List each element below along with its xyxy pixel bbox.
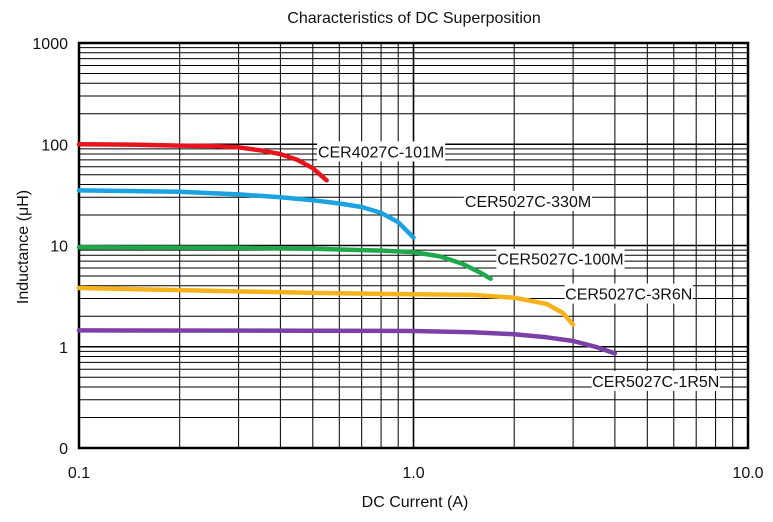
series-label-bg: [463, 191, 593, 212]
series-line-cer5027c-100m: [76, 245, 493, 281]
series-label-cer4027c-101m: CER4027C-101M: [318, 144, 444, 161]
y-tick-label: 1000: [32, 36, 68, 53]
y-axis-label: Inductance (μH): [15, 190, 32, 304]
x-tick-label: 0.1: [68, 465, 90, 482]
curves: [76, 142, 618, 356]
x-axis-label: DC Current (A): [362, 494, 469, 511]
tick-labels: 0.1 1.0 10.0 0 1 10 100 1000: [32, 36, 763, 482]
series-label-cer5027c-100m: CER5027C-100M: [497, 252, 623, 269]
series-line-cer4027c-101m: [76, 142, 329, 183]
series-label-cer5027c-3r6n: CER5027C-3R6N: [565, 287, 692, 304]
series-line-cer5027c-330m: [76, 188, 416, 240]
series-label-cer5027c-1r5n: CER5027C-1R5N: [592, 374, 719, 391]
series-labels: CER4027C-101M CER5027C-330M CER5027C-100M C…: [316, 141, 720, 391]
y-tick-label: 0: [59, 441, 68, 458]
x-tick-label: 1.0: [402, 465, 424, 482]
series-line-cer5027c-1r5n: [76, 328, 618, 356]
chart-title: Characteristics of DC Superposition: [287, 10, 540, 27]
series-label-bg: [316, 141, 446, 162]
series-label-bg: [496, 248, 625, 269]
series-label-bg: [564, 283, 693, 304]
series-line-cer5027c-3r6n: [76, 285, 576, 327]
series-label-bg: [591, 370, 720, 391]
x-tick-label: 10.0: [732, 465, 763, 482]
y-tick-label: 100: [41, 137, 68, 154]
y-tick-label: 10: [50, 239, 68, 256]
series-label-cer5027c-330m: CER5027C-330M: [465, 194, 591, 211]
y-tick-label: 1: [59, 340, 68, 357]
